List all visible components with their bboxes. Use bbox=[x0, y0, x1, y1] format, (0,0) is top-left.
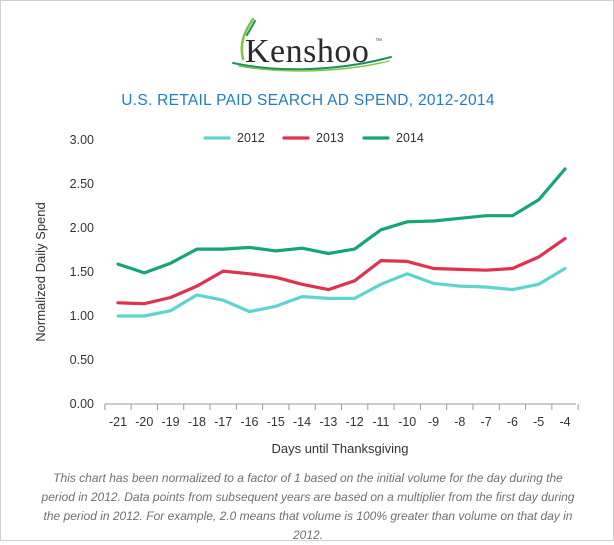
y-tick-label: 2.00 bbox=[70, 221, 94, 235]
series-line-2014 bbox=[118, 169, 565, 273]
x-tick-label: -10 bbox=[398, 415, 416, 429]
y-tick-label: 2.50 bbox=[70, 177, 94, 191]
legend-label-2013: 2013 bbox=[316, 131, 344, 145]
y-axis-label: Normalized Daily Spend bbox=[33, 202, 48, 341]
series-lines bbox=[118, 169, 565, 316]
x-axis: -21 -20 -19 -18 -17 -16 -15 -14 -13 -12 -11 -10 -9 -8… bbox=[105, 404, 578, 429]
chart-legend: 2012 2013 2014 bbox=[205, 131, 424, 145]
legend-label-2012: 2012 bbox=[237, 131, 265, 145]
x-tick-label: -16 bbox=[240, 415, 258, 429]
line-chart: 2012 2013 2014 0.00 0.50 1.00 1.50 2.00 2.50 3.0… bbox=[1, 1, 613, 461]
x-tick-label: -21 bbox=[109, 415, 127, 429]
y-axis: 0.00 0.50 1.00 1.50 2.00 2.50 3.00 bbox=[70, 133, 94, 411]
x-tick-label: -8 bbox=[454, 415, 465, 429]
legend-label-2014: 2014 bbox=[396, 131, 424, 145]
x-tick-label: -7 bbox=[481, 415, 492, 429]
y-tick-label: 1.50 bbox=[70, 265, 94, 279]
series-line-2013 bbox=[118, 239, 565, 304]
y-tick-label: 0.50 bbox=[70, 353, 94, 367]
x-tick-label: -11 bbox=[372, 415, 389, 429]
chart-footnote: This chart has been normalized to a fact… bbox=[41, 469, 575, 545]
y-tick-label: 1.00 bbox=[70, 309, 94, 323]
x-tick-label: -20 bbox=[135, 415, 153, 429]
x-tick-label: -6 bbox=[507, 415, 518, 429]
y-tick-label: 3.00 bbox=[70, 133, 94, 147]
x-tick-label: -13 bbox=[319, 415, 337, 429]
chart-frame: Kenshoo ™ U.S. RETAIL PAID SEARCH AD SPE… bbox=[0, 0, 614, 541]
x-tick-label: -14 bbox=[293, 415, 311, 429]
x-tick-label: -15 bbox=[267, 415, 285, 429]
x-tick-label: -5 bbox=[533, 415, 544, 429]
x-tick-label: -19 bbox=[162, 415, 180, 429]
x-tick-label: -12 bbox=[346, 415, 364, 429]
x-axis-label: Days until Thanksgiving bbox=[271, 441, 408, 456]
x-tick-label: -9 bbox=[428, 415, 439, 429]
x-tick-label: -18 bbox=[188, 415, 206, 429]
x-tick-label: -4 bbox=[559, 415, 570, 429]
y-tick-label: 0.00 bbox=[70, 397, 94, 411]
x-tick-label: -17 bbox=[214, 415, 232, 429]
